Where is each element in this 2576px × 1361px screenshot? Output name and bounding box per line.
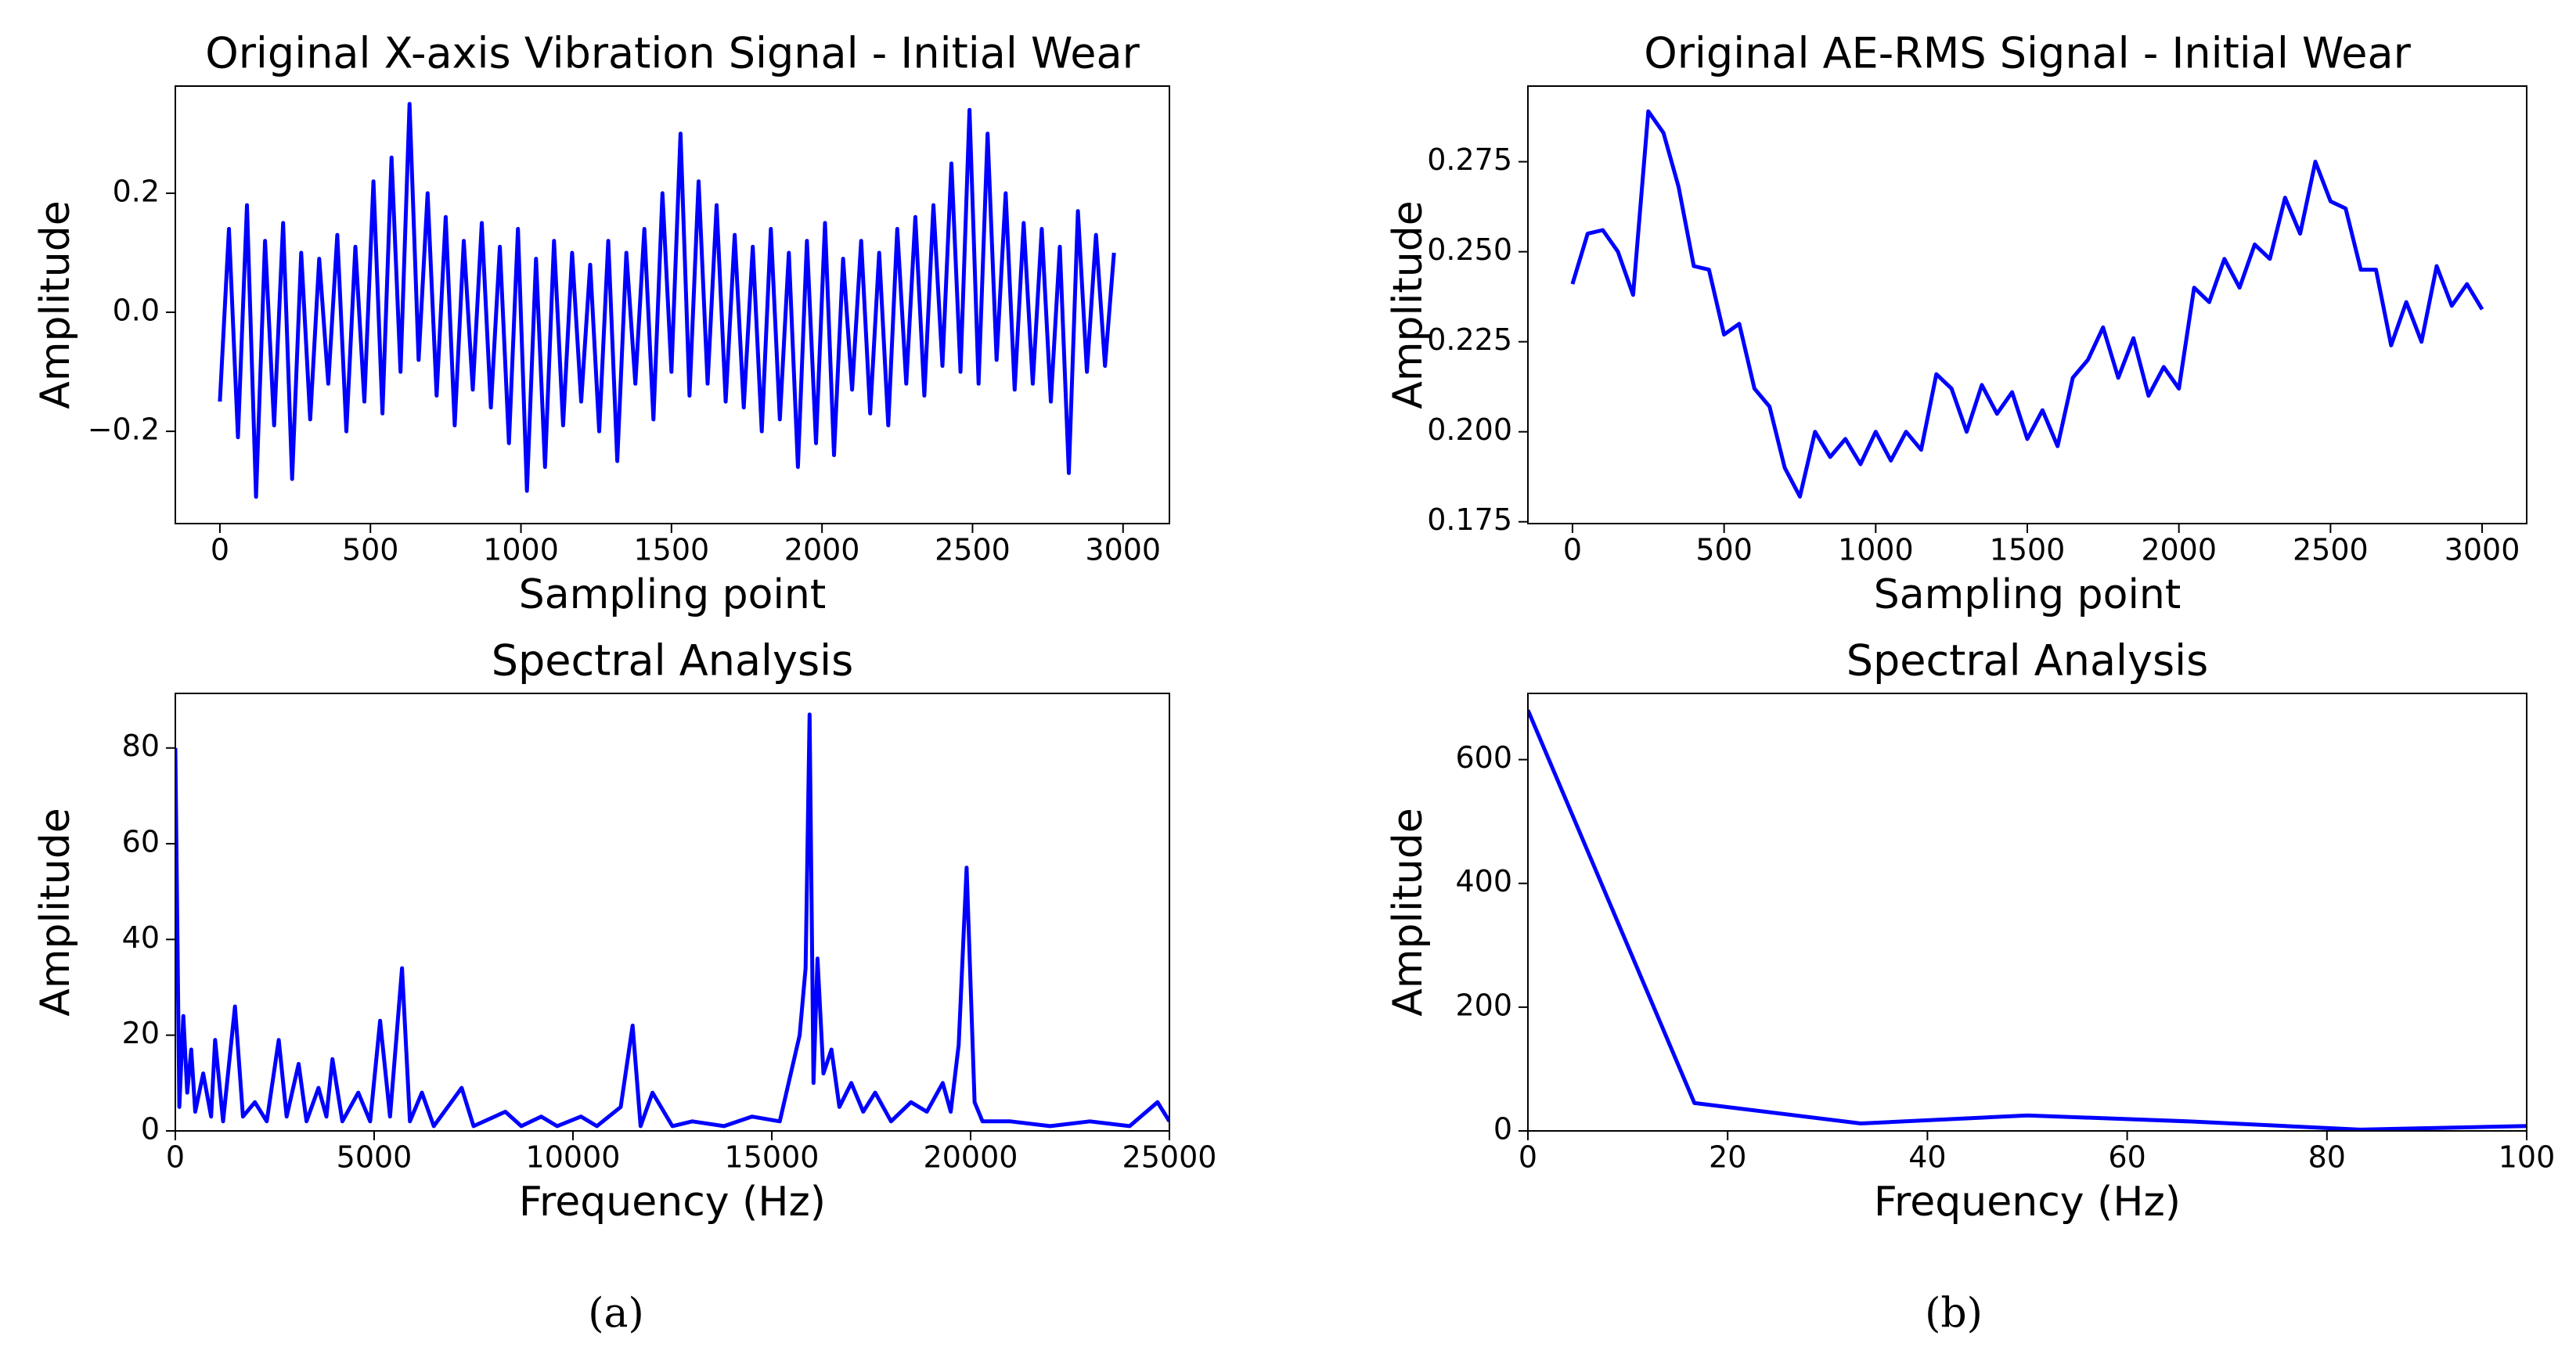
chart-title: Original AE-RMS Signal - Initial Wear: [1644, 29, 2411, 78]
y-axis-label: Amplitude: [1385, 200, 1432, 409]
plot-area: [218, 102, 1116, 499]
plot-area: [1528, 709, 2527, 1131]
plot-area: [1570, 109, 2484, 499]
y-tick-label: 0: [141, 1112, 160, 1147]
x-tick-label: 0: [1563, 533, 1582, 567]
x-tick-label: 25000: [1122, 1140, 1217, 1175]
chart-title: Spectral Analysis: [1846, 636, 2209, 686]
x-axis-label: Sampling point: [519, 571, 827, 618]
x-tick-label: 2000: [784, 533, 860, 567]
x-axis-label: Sampling point: [1874, 571, 2181, 618]
x-tick-label: 2500: [2293, 533, 2369, 567]
x-tick-label: 60: [2108, 1140, 2145, 1175]
y-tick-label: 400: [1455, 864, 1512, 898]
caption: (a): [588, 1291, 644, 1338]
y-tick-label: 200: [1455, 988, 1512, 1022]
data-line: [175, 712, 1169, 1129]
x-axis-label: Frequency (Hz): [519, 1179, 826, 1226]
x-tick-label: 40: [1908, 1140, 1946, 1175]
caption: (b): [1925, 1291, 1983, 1338]
y-tick-label: 0: [1493, 1112, 1512, 1147]
x-tick-label: 2500: [935, 533, 1011, 567]
y-axis-label: Amplitude: [32, 808, 79, 1016]
y-tick-label: 20: [122, 1016, 160, 1050]
y-axis-label: Amplitude: [1385, 808, 1432, 1016]
x-tick-label: 3000: [2444, 533, 2520, 567]
y-tick-label: 0.0: [113, 293, 160, 328]
chart-title: Spectral Analysis: [492, 636, 854, 686]
x-tick-label: 1000: [483, 533, 559, 567]
data-line: [218, 102, 1116, 499]
x-tick-label: 1500: [1990, 533, 2066, 567]
y-tick-label: 40: [122, 920, 160, 955]
axes-frame: [1527, 693, 2527, 1132]
y-tick-label: 0.175: [1427, 502, 1512, 537]
x-tick-label: 0: [211, 533, 229, 567]
axes-frame: [1527, 85, 2527, 524]
x-tick-label: 1000: [1838, 533, 1914, 567]
y-tick-label: 0.275: [1427, 142, 1512, 177]
chart: Spectral Analysis Frequency (Hz) Amplitude…: [1385, 636, 2555, 1226]
y-tick-label: 600: [1455, 740, 1512, 775]
x-tick-label: 0: [166, 1140, 185, 1175]
data-line: [1570, 109, 2484, 499]
x-tick-label: 100: [2499, 1140, 2556, 1175]
chart: Original X-axis Vibration Signal - Initi…: [32, 29, 1170, 618]
x-tick-label: 500: [1695, 533, 1753, 567]
x-tick-label: 80: [2308, 1140, 2346, 1175]
x-tick-label: 3000: [1085, 533, 1161, 567]
y-tick-label: 0.250: [1427, 232, 1512, 267]
x-tick-label: 500: [342, 533, 399, 567]
x-tick-label: 2000: [2141, 533, 2217, 567]
x-tick-label: 20: [1709, 1140, 1746, 1175]
x-tick-label: 10000: [526, 1140, 621, 1175]
y-axis-label: Amplitude: [32, 200, 79, 409]
x-tick-label: 15000: [725, 1140, 820, 1175]
y-tick-label: 0.2: [113, 174, 160, 208]
chart-title: Original X-axis Vibration Signal - Initi…: [205, 29, 1140, 78]
x-tick-label: 5000: [337, 1140, 413, 1175]
x-axis-label: Frequency (Hz): [1874, 1179, 2181, 1226]
y-tick-label: −0.2: [88, 412, 160, 447]
y-tick-label: 60: [122, 825, 160, 859]
y-tick-label: 0.225: [1427, 322, 1512, 357]
y-tick-label: 0.200: [1427, 412, 1512, 447]
plot-area: [175, 712, 1169, 1129]
y-tick-label: 80: [122, 729, 160, 763]
x-tick-label: 0: [1519, 1140, 1537, 1175]
axes-frame: [175, 85, 1170, 524]
chart: Spectral Analysis Frequency (Hz) Amplitude…: [32, 636, 1216, 1226]
axes-frame: [175, 693, 1170, 1132]
chart: Original AE-RMS Signal - Initial Wear Sam…: [1385, 29, 2527, 618]
x-tick-label: 1500: [633, 533, 709, 567]
x-tick-label: 20000: [924, 1140, 1018, 1175]
data-line: [1528, 709, 2527, 1131]
